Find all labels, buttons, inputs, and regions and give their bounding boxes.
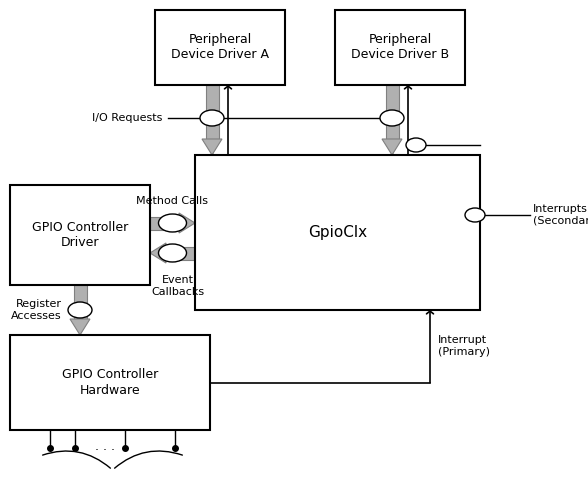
Text: Register
Accesses: Register Accesses bbox=[11, 299, 62, 321]
Text: Event
Callbacks: Event Callbacks bbox=[151, 275, 204, 297]
Polygon shape bbox=[70, 319, 90, 335]
Bar bbox=[10, 185, 150, 285]
Ellipse shape bbox=[159, 214, 186, 232]
Bar bbox=[335, 10, 465, 85]
Text: Peripheral
Device Driver A: Peripheral Device Driver A bbox=[171, 33, 269, 61]
Ellipse shape bbox=[200, 110, 224, 126]
Bar bbox=[195, 155, 480, 310]
Text: Peripheral
Device Driver B: Peripheral Device Driver B bbox=[351, 33, 449, 61]
Ellipse shape bbox=[380, 110, 404, 126]
Polygon shape bbox=[74, 285, 86, 319]
Text: Interrupts
(Secondary): Interrupts (Secondary) bbox=[533, 204, 588, 226]
Bar bbox=[10, 335, 210, 430]
Ellipse shape bbox=[465, 208, 485, 222]
Polygon shape bbox=[179, 213, 195, 233]
Text: Interrupt
(Primary): Interrupt (Primary) bbox=[438, 336, 490, 357]
Bar bbox=[155, 10, 285, 85]
Text: GPIO Controller
Hardware: GPIO Controller Hardware bbox=[62, 369, 158, 397]
Text: GPIO Controller
Driver: GPIO Controller Driver bbox=[32, 221, 128, 249]
Text: GpioClx: GpioClx bbox=[308, 225, 367, 240]
Text: I/O Requests: I/O Requests bbox=[92, 113, 162, 123]
Text: · · ·: · · · bbox=[95, 443, 115, 456]
Ellipse shape bbox=[159, 244, 186, 262]
Polygon shape bbox=[166, 246, 195, 259]
Polygon shape bbox=[205, 85, 219, 139]
Polygon shape bbox=[150, 243, 166, 263]
Polygon shape bbox=[150, 216, 179, 229]
Polygon shape bbox=[382, 139, 402, 155]
Polygon shape bbox=[202, 139, 222, 155]
Text: Method Calls: Method Calls bbox=[136, 196, 209, 206]
Polygon shape bbox=[386, 85, 399, 139]
Ellipse shape bbox=[406, 138, 426, 152]
Ellipse shape bbox=[68, 302, 92, 318]
